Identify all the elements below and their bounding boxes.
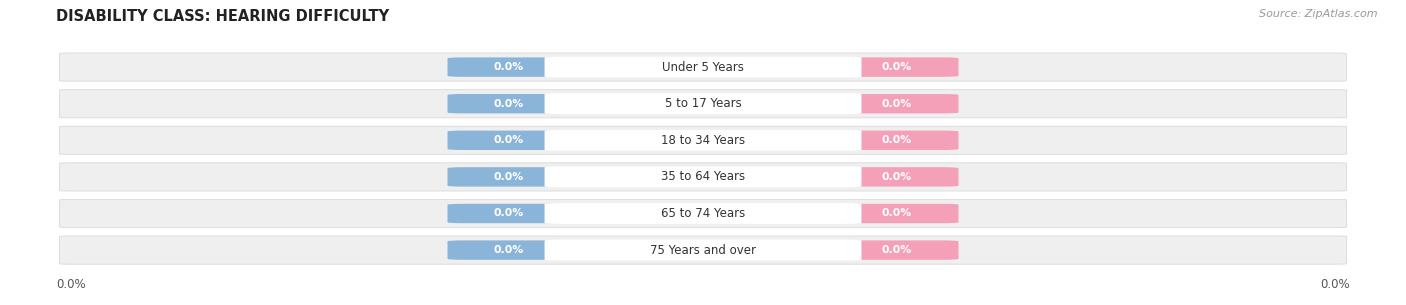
Text: 65 to 74 Years: 65 to 74 Years [661, 207, 745, 220]
Text: 0.0%: 0.0% [494, 62, 524, 72]
FancyBboxPatch shape [544, 130, 862, 151]
Text: 0.0%: 0.0% [494, 209, 524, 218]
Text: 0.0%: 0.0% [882, 62, 912, 72]
FancyBboxPatch shape [835, 240, 959, 260]
Text: 0.0%: 0.0% [494, 245, 524, 255]
Text: Source: ZipAtlas.com: Source: ZipAtlas.com [1260, 9, 1378, 19]
FancyBboxPatch shape [59, 90, 1347, 118]
FancyBboxPatch shape [447, 94, 571, 113]
Text: Under 5 Years: Under 5 Years [662, 61, 744, 74]
FancyBboxPatch shape [59, 199, 1347, 228]
FancyBboxPatch shape [544, 93, 862, 114]
FancyBboxPatch shape [835, 204, 959, 223]
FancyBboxPatch shape [447, 240, 571, 260]
Text: 0.0%: 0.0% [882, 172, 912, 182]
Text: DISABILITY CLASS: HEARING DIFFICULTY: DISABILITY CLASS: HEARING DIFFICULTY [56, 9, 389, 24]
FancyBboxPatch shape [59, 53, 1347, 81]
FancyBboxPatch shape [59, 163, 1347, 191]
FancyBboxPatch shape [835, 94, 959, 113]
FancyBboxPatch shape [544, 57, 862, 77]
Text: 0.0%: 0.0% [882, 99, 912, 109]
Text: 0.0%: 0.0% [494, 99, 524, 109]
FancyBboxPatch shape [447, 167, 571, 187]
Text: 0.0%: 0.0% [882, 135, 912, 145]
Text: 0.0%: 0.0% [494, 172, 524, 182]
Text: 75 Years and over: 75 Years and over [650, 244, 756, 257]
Text: 0.0%: 0.0% [882, 245, 912, 255]
FancyBboxPatch shape [544, 240, 862, 260]
FancyBboxPatch shape [544, 203, 862, 224]
FancyBboxPatch shape [835, 131, 959, 150]
FancyBboxPatch shape [835, 57, 959, 77]
Text: 0.0%: 0.0% [56, 278, 86, 291]
FancyBboxPatch shape [447, 131, 571, 150]
FancyBboxPatch shape [447, 204, 571, 223]
Text: 0.0%: 0.0% [1320, 278, 1350, 291]
FancyBboxPatch shape [59, 236, 1347, 264]
Text: 0.0%: 0.0% [494, 135, 524, 145]
FancyBboxPatch shape [59, 126, 1347, 154]
Text: 0.0%: 0.0% [882, 209, 912, 218]
Text: 5 to 17 Years: 5 to 17 Years [665, 97, 741, 110]
FancyBboxPatch shape [447, 57, 571, 77]
FancyBboxPatch shape [835, 167, 959, 187]
FancyBboxPatch shape [544, 167, 862, 187]
Text: 35 to 64 Years: 35 to 64 Years [661, 170, 745, 183]
Text: 18 to 34 Years: 18 to 34 Years [661, 134, 745, 147]
